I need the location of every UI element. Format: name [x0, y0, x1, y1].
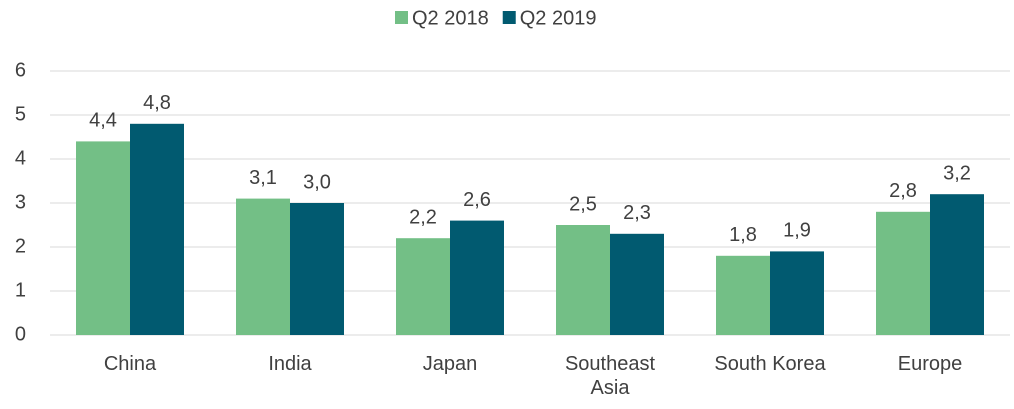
- y-tick-label: 2: [15, 235, 26, 257]
- x-tick-label: China: [103, 353, 157, 375]
- bar: [396, 238, 450, 335]
- value-label: 3,1: [249, 167, 277, 189]
- legend-swatch: [502, 11, 516, 24]
- x-tick-label: Southeast Asia: [564, 353, 656, 399]
- bar: [450, 220, 504, 335]
- bar: [770, 251, 824, 335]
- bar: [930, 194, 984, 335]
- y-tick-label: 5: [15, 103, 26, 125]
- value-label: 2,3: [623, 202, 651, 224]
- y-tick-label: 6: [15, 59, 26, 81]
- legend-swatch: [395, 11, 408, 24]
- legend-label: Q2 2018: [412, 7, 489, 29]
- bar: [76, 141, 130, 335]
- value-label: 4,4: [89, 110, 117, 132]
- x-tick-label: India: [268, 353, 312, 375]
- x-tick-label: Europe: [897, 353, 963, 375]
- value-label: 1,8: [729, 224, 757, 246]
- x-tick-label: Japan: [422, 353, 478, 375]
- bar: [130, 123, 184, 335]
- y-tick-label: 1: [15, 279, 26, 301]
- bar: [556, 225, 610, 335]
- bar: [290, 203, 344, 335]
- value-label: 2,5: [569, 193, 597, 215]
- bar: [236, 198, 290, 335]
- y-tick-label: 3: [15, 191, 26, 213]
- x-tick-label: South Korea: [714, 353, 826, 375]
- value-label: 2,8: [889, 180, 917, 202]
- bar: [610, 233, 664, 335]
- value-label: 3,2: [943, 162, 971, 184]
- bar: [716, 255, 770, 335]
- value-label: 2,6: [463, 189, 491, 211]
- value-label: 1,9: [783, 220, 811, 242]
- value-label: 4,8: [143, 92, 171, 114]
- value-label: 3,0: [303, 171, 331, 193]
- y-tick-label: 4: [15, 147, 26, 169]
- bar: [876, 211, 930, 335]
- value-label: 2,2: [409, 206, 437, 228]
- legend-label: Q2 2019: [520, 7, 597, 29]
- y-tick-label: 0: [15, 323, 26, 345]
